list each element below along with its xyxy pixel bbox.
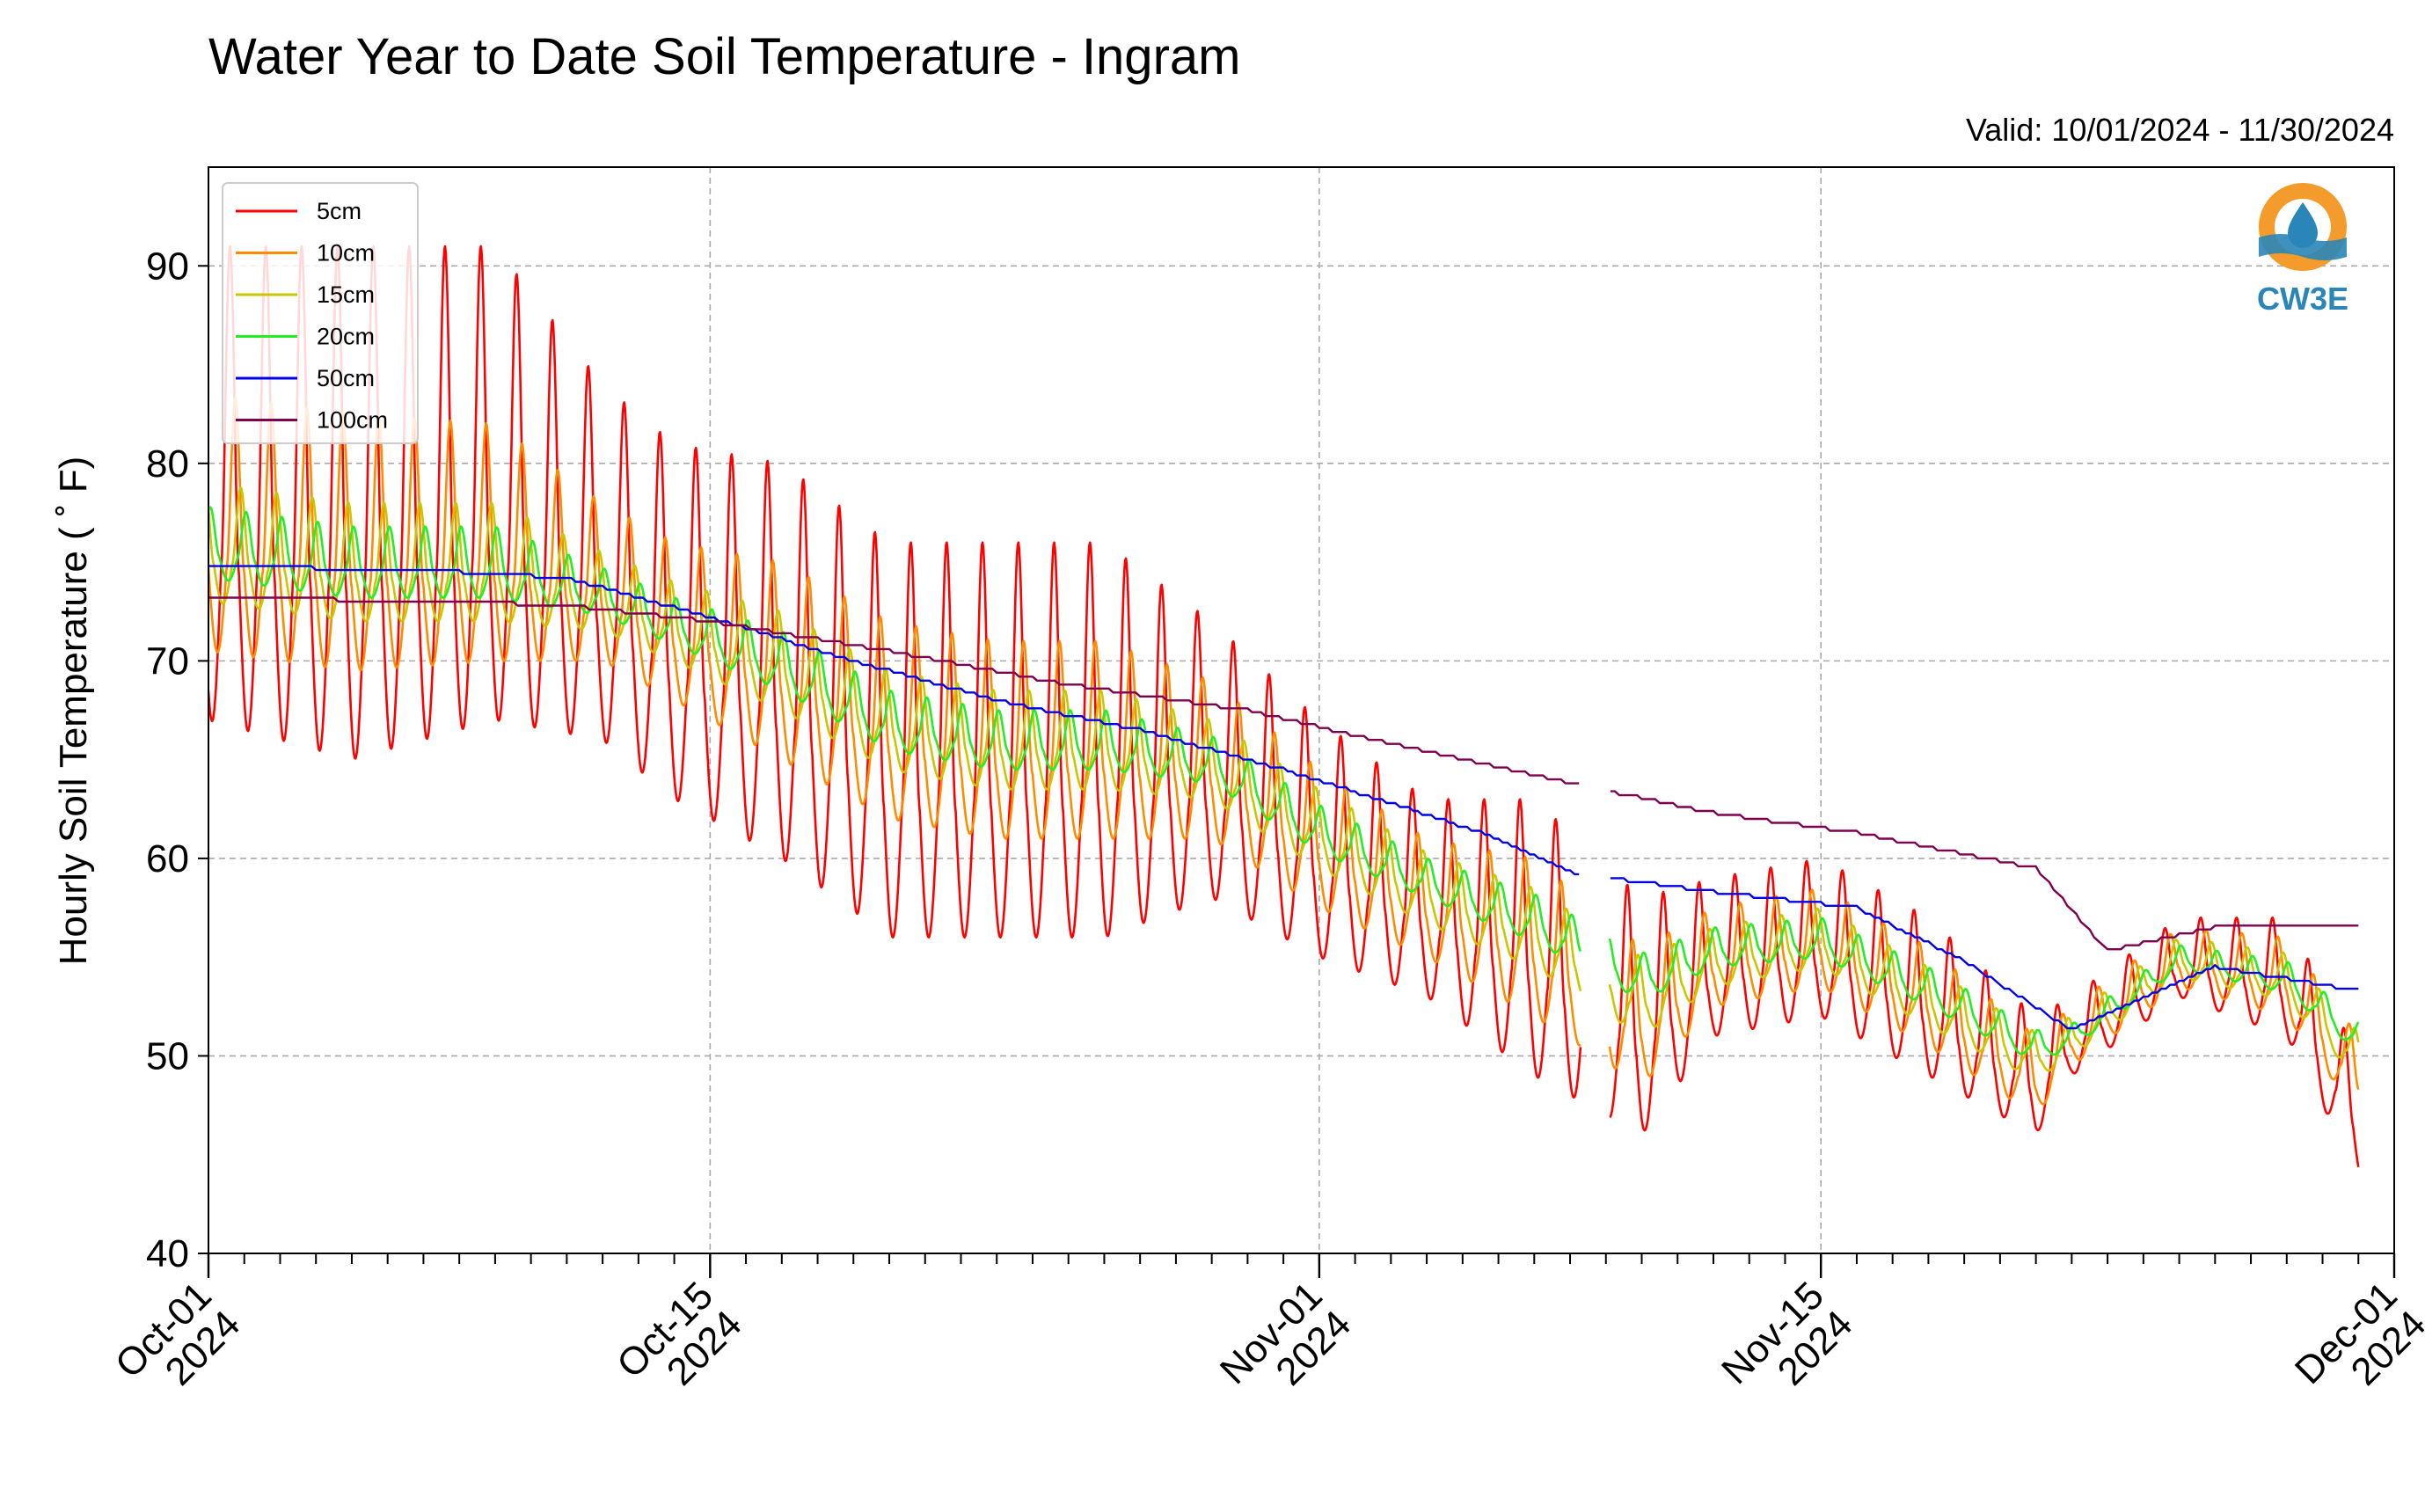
y-tick-label: 60 bbox=[146, 837, 189, 880]
series-line-20cm bbox=[208, 506, 2360, 1056]
y-tick-label: 80 bbox=[146, 442, 189, 486]
y-tick-label: 70 bbox=[146, 639, 189, 683]
logo-text: CW3E bbox=[2257, 281, 2348, 317]
axis-ticks bbox=[198, 265, 2396, 1278]
series-line-50cm bbox=[208, 565, 2359, 1030]
y-tick-label: 90 bbox=[146, 245, 189, 288]
y-tick-label: 50 bbox=[146, 1034, 189, 1077]
legend-label-15cm: 15cm bbox=[317, 281, 375, 308]
plot-frame bbox=[208, 166, 2395, 1254]
legend-label-20cm: 20cm bbox=[317, 324, 375, 350]
y-tick-label: 40 bbox=[146, 1232, 189, 1275]
series-group bbox=[208, 245, 2360, 1168]
series-line-100cm bbox=[208, 596, 2359, 951]
plot-area bbox=[208, 167, 2394, 1253]
legend-label-10cm: 10cm bbox=[317, 240, 375, 267]
chart-subtitle: Valid: 10/01/2024 - 11/30/2024 bbox=[1966, 112, 2394, 148]
chart-title: Water Year to Date Soil Temperature - In… bbox=[208, 28, 1240, 85]
y-axis-label: Hourly Soil Temperature ( ˚ F) bbox=[52, 457, 95, 966]
legend: 5cm 10cm 15cm 20cm 50cm 100cm bbox=[222, 182, 419, 444]
series-line-5cm bbox=[208, 245, 2360, 1168]
logo-waves-icon bbox=[2259, 234, 2347, 260]
legend-label-50cm: 50cm bbox=[317, 365, 375, 391]
cw3e-logo: CW3E bbox=[2257, 183, 2348, 317]
y-tick-labels: 40 50 60 70 80 90 bbox=[146, 245, 189, 1275]
legend-label-100cm: 100cm bbox=[317, 407, 388, 434]
legend-label-5cm: 5cm bbox=[317, 198, 362, 224]
series-line-15cm bbox=[208, 486, 2360, 1072]
